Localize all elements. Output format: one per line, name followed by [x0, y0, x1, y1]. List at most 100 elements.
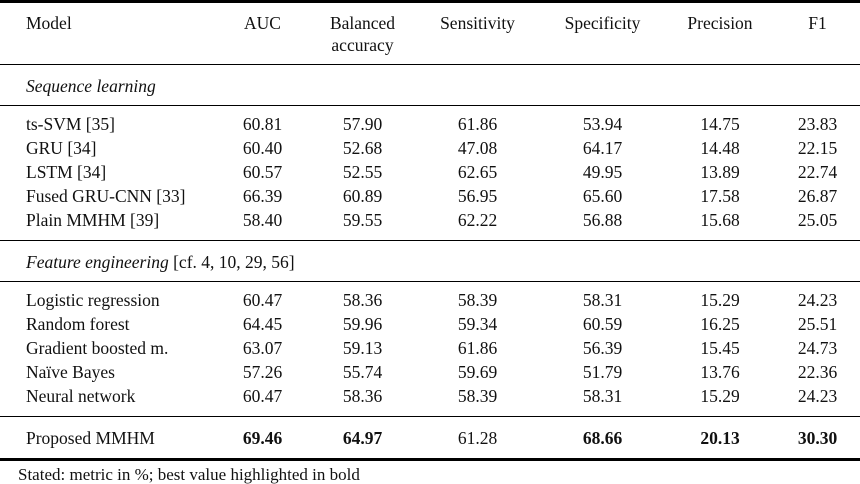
column-header-precision: Precision: [687, 13, 753, 33]
balanced-accuracy-cell: 55.74: [342, 362, 383, 382]
sensitivity-cell: 62.65: [457, 162, 498, 182]
section-title: Sequence learning: [26, 76, 156, 96]
sensitivity-cell: 47.08: [457, 138, 498, 158]
auc-cell: 64.45: [242, 314, 283, 334]
specificity-cell: 56.88: [582, 210, 623, 230]
precision-cell: 17.58: [700, 186, 740, 206]
auc-cell: 60.57: [242, 162, 283, 182]
precision-cell: 14.75: [700, 114, 740, 134]
specificity-cell: 65.60: [582, 186, 623, 206]
precision-cell: 14.48: [700, 138, 740, 158]
sensitivity-cell: 59.34: [457, 314, 498, 334]
column-header-balanced-accuracy: Balanced accuracy: [329, 13, 396, 55]
f1-cell: 24.23: [797, 386, 838, 406]
table-row: GRU [34] 60.40 52.68 47.08 64.17 14.48 2…: [0, 136, 860, 160]
table-row: Naïve Bayes 57.26 55.74 59.69 51.79 13.7…: [0, 360, 860, 384]
specificity-cell: 53.94: [582, 114, 623, 134]
precision-cell: 16.25: [700, 314, 740, 334]
auc-cell: 58.40: [242, 210, 283, 230]
specificity-cell: 58.31: [582, 290, 623, 310]
precision-cell: 15.45: [700, 338, 740, 358]
balanced-accuracy-cell: 52.68: [342, 138, 383, 158]
balanced-accuracy-cell: 59.96: [342, 314, 383, 334]
balanced-accuracy-cell: 57.90: [342, 114, 383, 134]
auc-cell: 60.81: [242, 114, 283, 134]
f1-cell: 24.23: [797, 290, 838, 310]
sensitivity-cell: 59.69: [457, 362, 498, 382]
precision-cell: 13.89: [700, 162, 740, 182]
model-cell: Gradient boosted m.: [26, 338, 169, 358]
sensitivity-cell: 56.95: [457, 186, 498, 206]
f1-cell: 22.15: [797, 138, 838, 158]
model-cell: Proposed MMHM: [26, 428, 155, 448]
sensitivity-cell: 58.39: [457, 386, 498, 406]
precision-cell: 20.13: [700, 428, 740, 448]
auc-cell: 60.40: [242, 138, 283, 158]
section-feature-engineering: Feature engineering [cf. 4, 10, 29, 56]: [0, 241, 860, 282]
auc-cell: 66.39: [242, 186, 283, 206]
specificity-cell: 58.31: [582, 386, 623, 406]
table-footnote: Stated: metric in %; best value highligh…: [18, 465, 360, 484]
auc-cell: 69.46: [242, 428, 283, 448]
table-row: LSTM [34] 60.57 52.55 62.65 49.95 13.89 …: [0, 160, 860, 184]
sensitivity-cell: 58.39: [457, 290, 498, 310]
model-cell: LSTM [34]: [26, 162, 107, 182]
sensitivity-cell: 61.86: [457, 338, 498, 358]
feature-engineering-rows: Logistic regression 60.47 58.36 58.39 58…: [0, 282, 860, 417]
model-cell: Random forest: [26, 314, 130, 334]
f1-cell: 24.73: [797, 338, 838, 358]
table-row: Plain MMHM [39] 58.40 59.55 62.22 56.88 …: [0, 208, 860, 241]
precision-cell: 15.68: [700, 210, 740, 230]
column-header-auc: AUC: [244, 13, 281, 33]
f1-cell: 30.30: [797, 428, 838, 448]
specificity-cell: 56.39: [582, 338, 623, 358]
specificity-cell: 60.59: [582, 314, 623, 334]
section-title-cell: Feature engineering [cf. 4, 10, 29, 56]: [0, 241, 860, 282]
sequence-learning-rows: ts-SVM [35] 60.81 57.90 61.86 53.94 14.7…: [0, 106, 860, 241]
results-table: Model AUC Balanced accuracy Sensitivity …: [0, 0, 860, 461]
balanced-accuracy-cell: 58.36: [342, 290, 383, 310]
f1-cell: 25.51: [797, 314, 838, 334]
model-cell: Plain MMHM [39]: [26, 210, 160, 230]
auc-cell: 57.26: [242, 362, 283, 382]
specificity-cell: 49.95: [582, 162, 623, 182]
f1-cell: 25.05: [797, 210, 838, 230]
auc-cell: 63.07: [242, 338, 283, 358]
column-header-sensitivity: Sensitivity: [440, 13, 515, 33]
precision-cell: 13.76: [700, 362, 740, 382]
balanced-accuracy-cell: 59.13: [342, 338, 383, 358]
proposed-model-row: Proposed MMHM 69.46 64.97 61.28 68.66 20…: [0, 417, 860, 460]
auc-cell: 60.47: [242, 386, 283, 406]
proposed-model-section: Proposed MMHM 69.46 64.97 61.28 68.66 20…: [0, 417, 860, 460]
balanced-accuracy-cell: 59.55: [342, 210, 383, 230]
header-row: Model AUC Balanced accuracy Sensitivity …: [0, 2, 860, 65]
precision-cell: 15.29: [700, 386, 740, 406]
model-cell: Neural network: [26, 386, 136, 406]
section-header-row: Sequence learning: [0, 65, 860, 106]
specificity-cell: 64.17: [582, 138, 623, 158]
model-cell: ts-SVM [35]: [26, 114, 115, 134]
sensitivity-cell: 62.22: [457, 210, 498, 230]
column-header-specificity: Specificity: [564, 13, 641, 33]
sensitivity-cell: 61.28: [457, 428, 498, 448]
model-cell: Naïve Bayes: [26, 362, 115, 382]
column-header-f1: F1: [808, 13, 827, 33]
f1-cell: 26.87: [797, 186, 838, 206]
auc-cell: 60.47: [242, 290, 283, 310]
table-row: Logistic regression 60.47 58.36 58.39 58…: [0, 282, 860, 313]
model-cell: Fused GRU-CNN [33]: [26, 186, 186, 206]
balanced-accuracy-cell: 58.36: [342, 386, 383, 406]
precision-cell: 15.29: [700, 290, 740, 310]
section-title-cell: Sequence learning: [0, 65, 860, 106]
f1-cell: 22.74: [797, 162, 838, 182]
balanced-accuracy-cell: 60.89: [342, 186, 383, 206]
table-row: Gradient boosted m. 63.07 59.13 61.86 56…: [0, 336, 860, 360]
balanced-accuracy-cell: 64.97: [342, 428, 383, 448]
table-row: Fused GRU-CNN [33] 66.39 60.89 56.95 65.…: [0, 184, 860, 208]
table-header: Model AUC Balanced accuracy Sensitivity …: [0, 2, 860, 65]
specificity-cell: 51.79: [582, 362, 623, 382]
model-cell: Logistic regression: [26, 290, 160, 310]
table-row: Neural network 60.47 58.36 58.39 58.31 1…: [0, 384, 860, 417]
section-note: [cf. 4, 10, 29, 56]: [173, 252, 295, 272]
table-row: Random forest 64.45 59.96 59.34 60.59 16…: [0, 312, 860, 336]
